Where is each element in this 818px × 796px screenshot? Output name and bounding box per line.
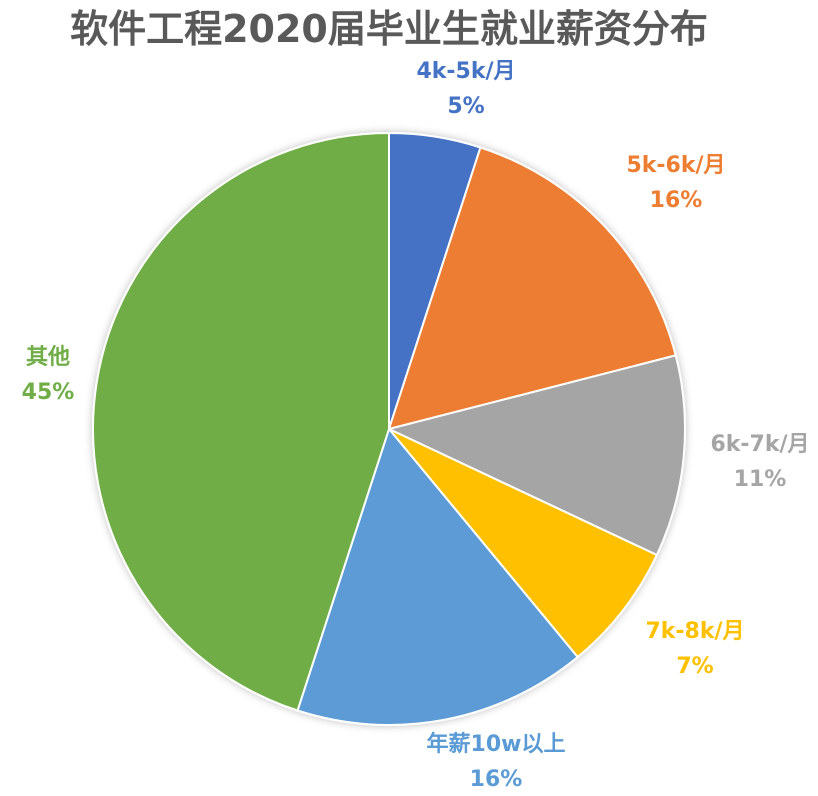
slice-label-3: 7k-8k/月	[645, 619, 744, 644]
slice-label-4: 年薪10w以上	[427, 731, 566, 757]
slice-value-label-0: 5%	[447, 94, 484, 119]
pie-slice-2	[386, 354, 686, 557]
slice-label-2: 6k-7k/月	[710, 432, 809, 457]
slice-label-0: 4k-5k/月	[416, 59, 515, 84]
slice-value-label-2: 11%	[734, 467, 787, 492]
slice-value-label-5: 45%	[22, 380, 75, 405]
slice-label-5: 其他	[26, 345, 70, 370]
chart-title: 软件工程2020届毕业生就业薪资分布	[70, 7, 708, 51]
slice-value-label-1: 16%	[650, 188, 703, 213]
slice-value-label-4: 16%	[470, 767, 523, 792]
slice-label-1: 5k-6k/月	[626, 153, 725, 178]
pie-slice-4	[296, 426, 580, 726]
pie-slice-1	[387, 146, 677, 431]
pie-labels: 4k-5k/月 5% 5k-6k/月 16% 6k-7k/月 11% 7k-8k/月 7% 年薪…	[22, 59, 810, 792]
pie-slices	[92, 131, 686, 726]
pie-slice-5	[92, 131, 390, 712]
pie-slice-3	[388, 428, 659, 659]
slice-value-label-3: 7%	[676, 654, 713, 679]
